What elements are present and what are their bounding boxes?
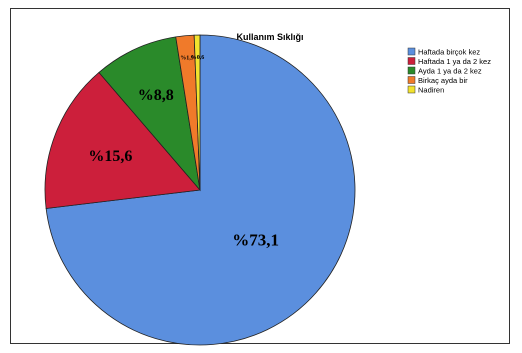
pie-slice-2 — [44, 71, 201, 209]
legend-swatch-5 — [407, 85, 416, 94]
legend-swatch-1 — [407, 47, 416, 56]
slice-label-2: %15,6 — [88, 148, 132, 165]
legend-swatch-2 — [407, 57, 416, 65]
slice-label-5: %0,6 — [191, 55, 205, 61]
pie-slices — [44, 34, 356, 346]
slice-labels: %73,1 %15,6 %8,8 %1,9%0,6 — [88, 55, 279, 250]
legend-swatch-3 — [407, 66, 416, 75]
legend-label-3: Ayda 1 ya da 2 kez — [418, 67, 482, 76]
legend-label-4: Birkaç ayda bir — [418, 76, 468, 85]
slice-label-3: %8,8 — [138, 87, 174, 104]
pie-slice-3 — [98, 36, 201, 192]
legend-swatch-4 — [407, 76, 416, 84]
pie-slice-5 — [193, 34, 201, 191]
slice-label-1: %73,1 — [232, 230, 279, 249]
legend-label-5: Nadiren — [418, 86, 444, 95]
legend-label-1: Haftada birçok kez — [418, 48, 480, 57]
legend-label-2: Haftada 1 ya da 2 kez — [418, 57, 491, 66]
chart-title: Kullanım Sıklığı — [236, 32, 303, 42]
slice-label-4: %1,9 — [180, 55, 194, 61]
pie-slice-1 — [45, 34, 356, 346]
